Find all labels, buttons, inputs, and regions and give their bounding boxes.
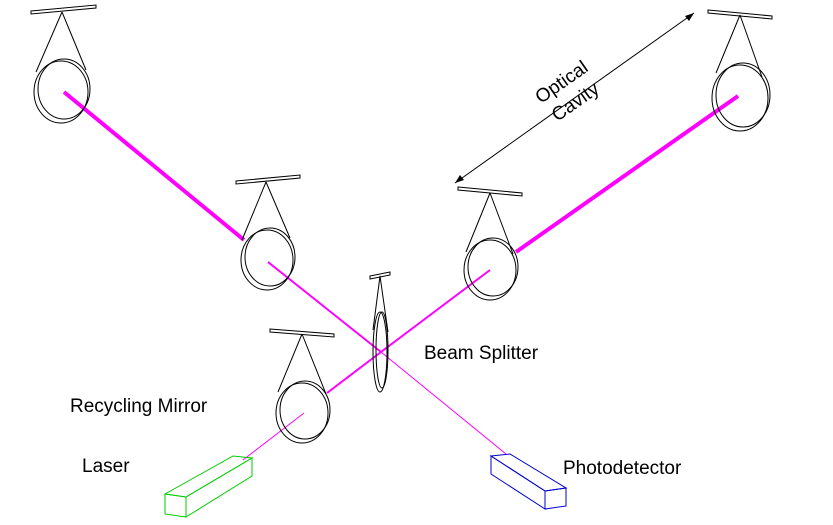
beam-recycling — [326, 351, 382, 394]
optical-cavity-arrow — [454, 12, 695, 184]
mirror-left-inner — [235, 174, 301, 291]
beam-right-arm — [380, 269, 491, 353]
laser-label: Laser — [82, 456, 130, 477]
beam-splitter — [369, 271, 391, 393]
mirror-right-inner — [457, 186, 523, 301]
photodetector-box — [489, 453, 568, 510]
photodetector-label: Photodetector — [563, 458, 682, 479]
arrowhead-top — [685, 13, 694, 21]
beam-left-arm — [267, 261, 382, 353]
mirror-recycling — [269, 328, 335, 444]
mirror-top-left — [30, 4, 97, 124]
beam-splitter-label: Beam Splitter — [424, 343, 539, 364]
laser-box — [163, 455, 254, 518]
beam-photodetector-output — [380, 351, 507, 455]
recycling-mirror-label: Recycling Mirror — [70, 396, 208, 417]
beam-laser-input — [242, 412, 305, 461]
beam-right-arm-cavity — [514, 94, 740, 254]
mirror-top-right — [707, 9, 773, 132]
beam-paths — [62, 90, 740, 461]
arrowhead-bottom — [455, 175, 464, 183]
beam-left-arm-cavity — [62, 90, 246, 242]
optical-cavity-label: Optical Cavity — [532, 57, 604, 126]
